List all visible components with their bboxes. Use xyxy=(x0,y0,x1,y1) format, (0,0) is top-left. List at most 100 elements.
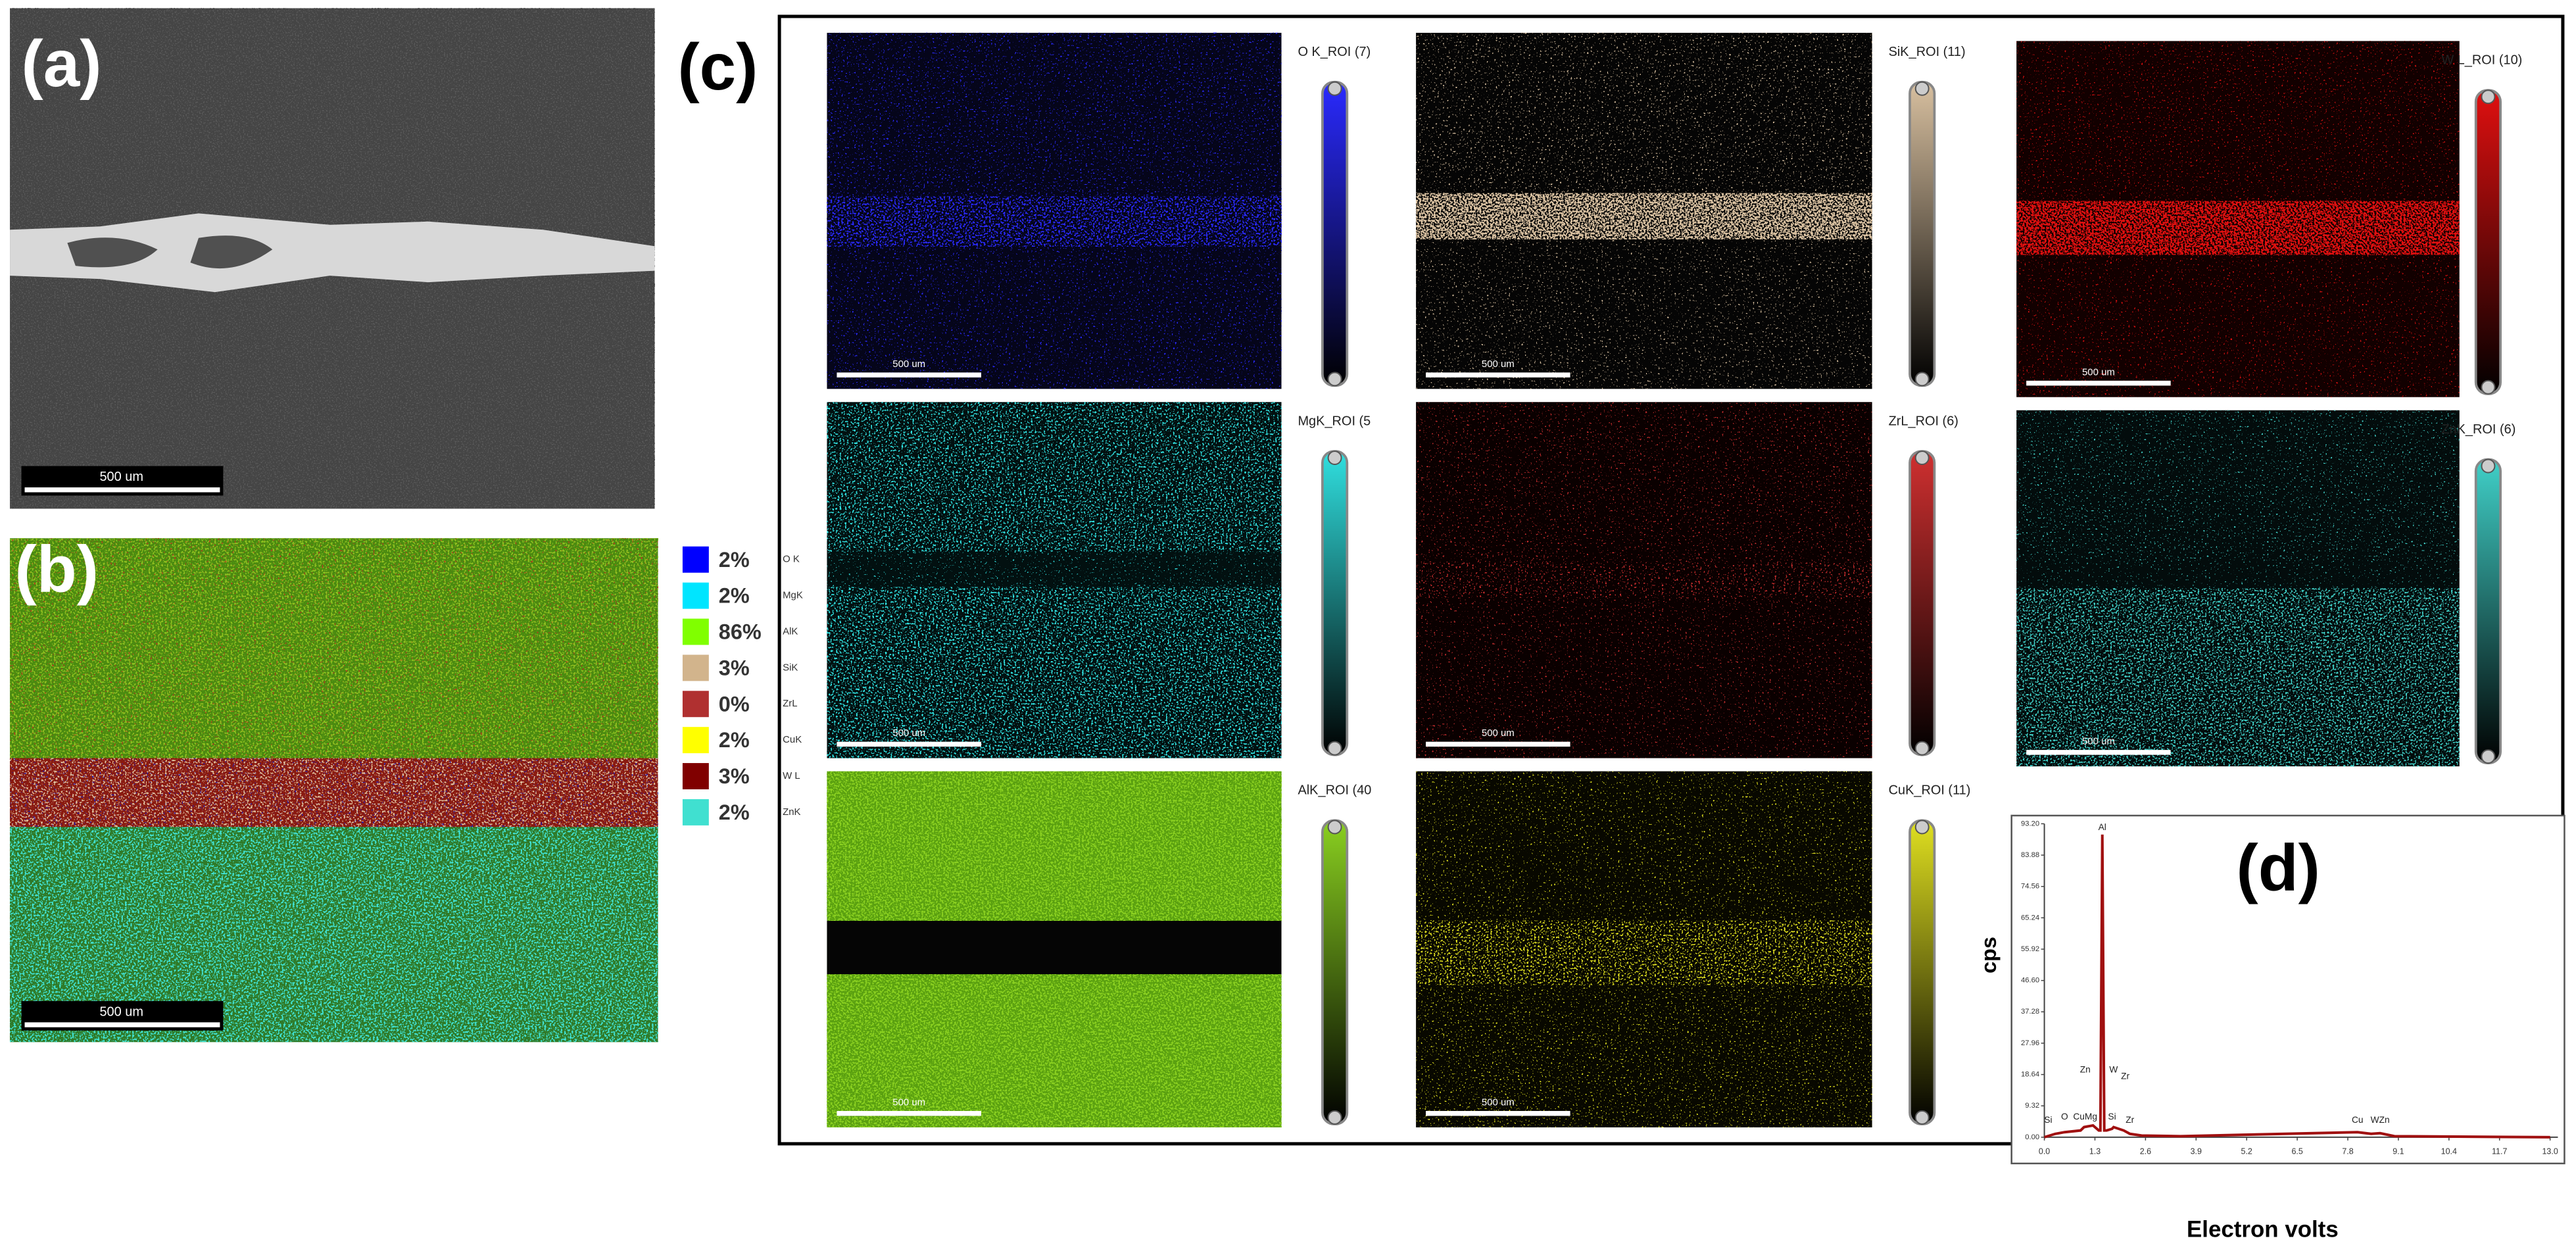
colorbar-knob xyxy=(1914,451,1930,466)
colorbar xyxy=(1321,450,1349,756)
scale-bar-label: 500 um xyxy=(2082,736,2115,747)
sem-pore xyxy=(67,235,273,269)
legend-percent: 0% xyxy=(719,692,750,716)
legend-swatch xyxy=(682,691,709,718)
legend-percent: 86% xyxy=(719,620,762,644)
map-texture xyxy=(2016,588,2460,767)
eds-texture xyxy=(10,758,658,827)
map-texture xyxy=(1416,402,1872,562)
colorbar-knob xyxy=(2481,89,2496,105)
legend-element: AlK xyxy=(783,626,798,637)
map-texture xyxy=(2016,410,2460,560)
colorbar-knob xyxy=(1914,741,1930,756)
x-tick-label: 6.5 xyxy=(2291,1147,2302,1156)
peak-label: CuMg xyxy=(2073,1112,2097,1121)
x-tick-label: 13.0 xyxy=(2542,1147,2558,1156)
colorbar xyxy=(2474,458,2502,764)
colorbar-knob xyxy=(1327,372,1342,387)
colorbar-knob xyxy=(2481,458,2496,474)
panel-label: (a) xyxy=(22,28,102,101)
map-texture xyxy=(827,246,1282,389)
colorbar xyxy=(1908,450,1936,756)
colorbar xyxy=(1908,819,1936,1125)
map-texture xyxy=(1416,597,1872,758)
eds-texture xyxy=(10,538,658,758)
map-texture xyxy=(827,32,1282,197)
colorbar-knob xyxy=(2481,749,2496,764)
map-texture xyxy=(827,402,1282,552)
scale-bar xyxy=(2026,750,2171,755)
peak-label: O xyxy=(2061,1112,2068,1121)
scale-bar xyxy=(837,372,981,378)
scale-bar-label: 500 um xyxy=(1482,358,1515,370)
scale-bar-label: 500 um xyxy=(99,1005,143,1020)
colorbar xyxy=(1321,819,1349,1125)
peak-label: Zr xyxy=(2126,1115,2134,1125)
peak-label: WZn xyxy=(2371,1115,2390,1125)
map-texture xyxy=(1416,771,1872,921)
y-tick-label: 55.92 xyxy=(2021,945,2039,953)
map-texture xyxy=(1416,985,1872,1127)
y-tick-label: 65.24 xyxy=(2021,914,2039,922)
legend-percent: 2% xyxy=(719,728,750,752)
legend-element: W L xyxy=(783,770,800,781)
map-title: AlK_ROI (40 xyxy=(1298,783,1371,798)
legend-percent: 3% xyxy=(719,656,750,679)
peak-label: Zr xyxy=(2121,1071,2129,1081)
scale-bar xyxy=(1426,372,1570,378)
panel-label: (b) xyxy=(15,533,99,606)
colorbar-knob xyxy=(1327,1110,1342,1125)
y-tick-label: 46.60 xyxy=(2021,977,2039,985)
legend-swatch xyxy=(682,763,709,789)
map-texture xyxy=(827,974,1282,1127)
x-tick-label: 5.2 xyxy=(2241,1147,2252,1156)
scale-bar-label: 500 um xyxy=(1482,727,1515,739)
legend-swatch xyxy=(682,727,709,754)
map-title: CuK_ROI (11) xyxy=(1889,783,1971,798)
x-tick-label: 7.8 xyxy=(2342,1147,2353,1156)
map-texture xyxy=(1416,562,1872,598)
legend-swatch xyxy=(682,546,709,573)
colorbar xyxy=(2474,89,2502,395)
map-texture xyxy=(2016,41,2460,201)
x-tick-label: 3.9 xyxy=(2191,1147,2202,1156)
legend-percent: 3% xyxy=(719,764,750,788)
map-texture xyxy=(2016,201,2460,255)
x-axis-label: Electron volts xyxy=(2187,1216,2339,1242)
map-title: ZnK_ROI (6) xyxy=(2441,422,2515,437)
colorbar-knob xyxy=(1914,372,1930,387)
legend-element: SiK xyxy=(783,662,798,673)
peak-label: Al xyxy=(2099,822,2106,832)
x-tick-label: 9.1 xyxy=(2393,1147,2404,1156)
legend-swatch xyxy=(682,654,709,681)
scale-bar xyxy=(2026,380,2171,386)
legend-element: CuK xyxy=(783,734,802,745)
legend-element: MgK xyxy=(783,590,803,601)
colorbar-knob xyxy=(1914,81,1930,96)
colorbar-knob xyxy=(2481,380,2496,395)
legend-element: ZnK xyxy=(783,806,800,818)
scale-bar-label: 500 um xyxy=(99,470,143,484)
legend-element: O K xyxy=(783,554,800,565)
map-title: O K_ROI (7) xyxy=(1298,45,1371,59)
map-texture xyxy=(1416,920,1872,985)
map-title: W L_ROI (10) xyxy=(2441,53,2522,68)
map-band xyxy=(827,920,1282,975)
x-tick-label: 11.7 xyxy=(2492,1147,2507,1156)
y-tick-label: 27.96 xyxy=(2021,1039,2039,1047)
colorbar-knob xyxy=(1327,451,1342,466)
legend-swatch xyxy=(682,582,709,609)
map-title: ZrL_ROI (6) xyxy=(1889,414,1958,428)
y-tick-label: 93.20 xyxy=(2021,820,2039,827)
map-title: SiK_ROI (11) xyxy=(1889,45,1966,59)
legend-percent: 2% xyxy=(719,801,750,824)
scale-bar xyxy=(1426,741,1570,747)
colorbar-knob xyxy=(1327,820,1342,835)
panel-c-frame xyxy=(777,14,2565,1146)
scale-bar xyxy=(1426,1110,1570,1116)
y-axis-label: cps xyxy=(1977,937,2001,974)
peak-label: Zn xyxy=(2080,1064,2091,1074)
scale-bar xyxy=(24,487,220,493)
